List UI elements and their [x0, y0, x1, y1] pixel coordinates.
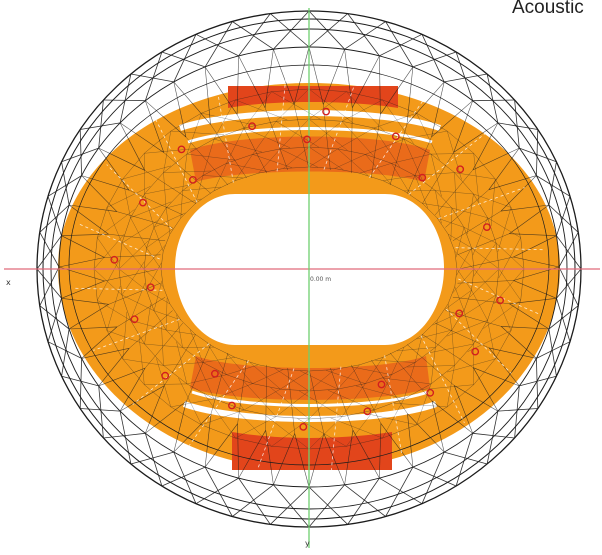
- roof-brace: [515, 386, 520, 438]
- roof-brace: [273, 485, 309, 527]
- roof-brace: [422, 452, 444, 504]
- origin-label: 0.00 m: [310, 276, 331, 283]
- roof-brace: [37, 269, 62, 298]
- x-axis-label: x: [6, 278, 11, 287]
- roof-brace: [232, 485, 273, 517]
- roof-brace: [103, 100, 145, 101]
- page-title: Acoustic: [512, 0, 584, 19]
- roof-brace: [444, 452, 487, 464]
- roof-brace: [536, 358, 537, 408]
- roof-brace: [456, 52, 473, 101]
- roof-brace: [174, 452, 196, 504]
- roof-brace: [37, 236, 62, 269]
- roof-brace: [422, 34, 444, 82]
- roof-brace: [348, 14, 380, 56]
- roof-brace: [413, 52, 456, 67]
- roof-brace: [473, 100, 515, 101]
- roof-brace: [557, 269, 582, 298]
- roof-brace: [99, 386, 104, 438]
- roof-brace: [273, 11, 309, 49]
- roof-brace: [557, 298, 571, 341]
- roof-brace: [80, 130, 81, 176]
- roof-brace: [196, 478, 239, 504]
- roof-brace: [515, 100, 520, 148]
- roof-brace: [80, 358, 81, 408]
- roof-brace: [48, 298, 62, 341]
- roof-brace: [379, 34, 422, 56]
- y-axis-label: y: [305, 539, 310, 548]
- roof-brace: [174, 34, 196, 82]
- roof-brace: [131, 452, 174, 464]
- roof-brace: [309, 485, 345, 527]
- roof-brace: [162, 52, 205, 67]
- roof-brace: [239, 14, 271, 56]
- roof-brace: [345, 485, 386, 517]
- roof-brace: [345, 22, 386, 50]
- roof-brace: [232, 22, 273, 50]
- roof-brace: [379, 478, 422, 504]
- roof-brace: [557, 236, 582, 269]
- roof-brace: [309, 11, 345, 49]
- roof-brace: [145, 52, 162, 101]
- roof-brace: [99, 100, 104, 148]
- roof-brace: [196, 34, 239, 56]
- roof-brace: [536, 130, 537, 176]
